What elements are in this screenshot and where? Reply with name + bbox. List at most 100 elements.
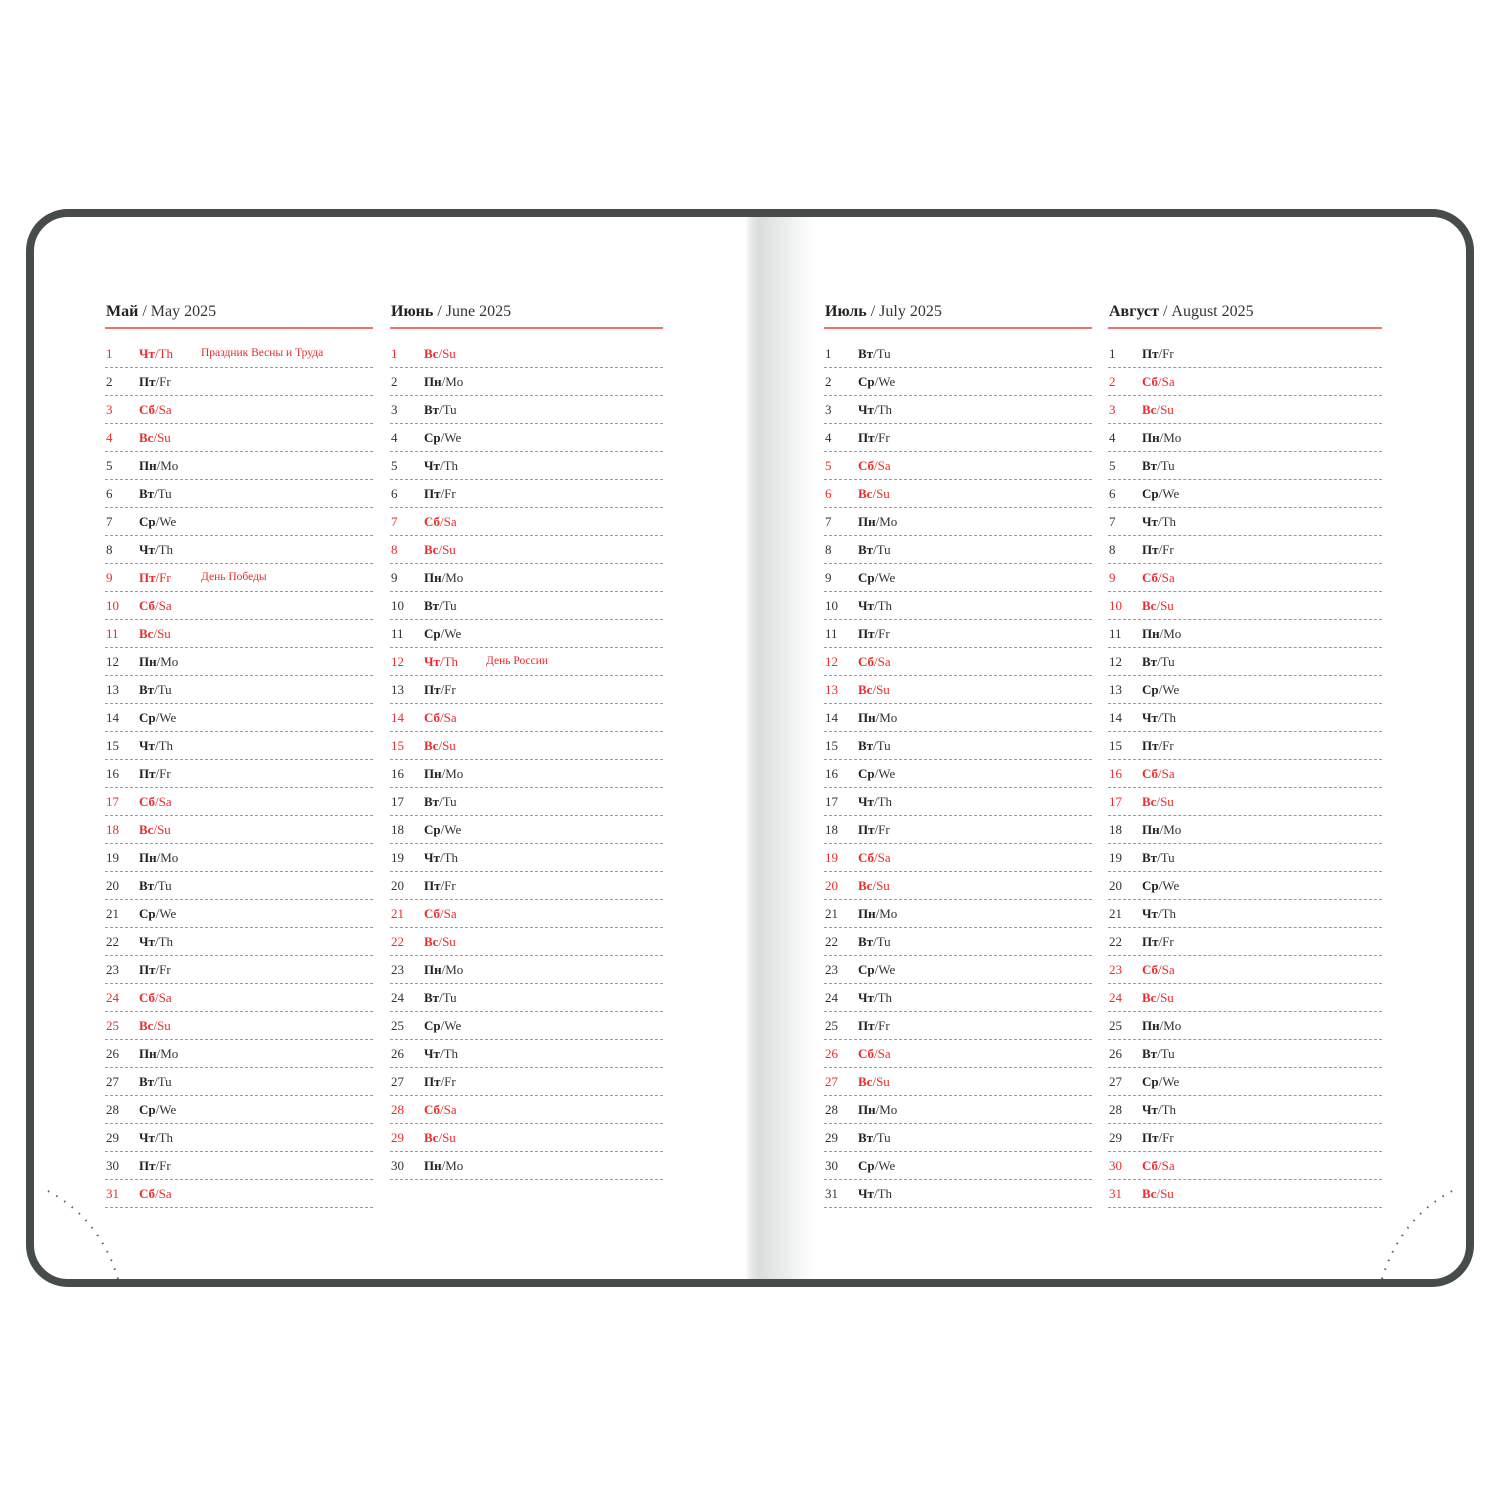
day-row[interactable]: 24 Сб/Sa: [105, 984, 373, 1012]
day-row[interactable]: 7 Пн/Mo: [824, 508, 1092, 536]
day-row[interactable]: 20 Вс/Su: [824, 872, 1092, 900]
day-row[interactable]: 28 Сб/Sa: [390, 1096, 663, 1124]
day-row[interactable]: 18 Вс/Su: [105, 816, 373, 844]
day-row[interactable]: 17 Сб/Sa: [105, 788, 373, 816]
day-row[interactable]: 2 Сб/Sa: [1108, 368, 1382, 396]
day-row[interactable]: 28 Ср/We: [105, 1096, 373, 1124]
day-row[interactable]: 26 Вт/Tu: [1108, 1040, 1382, 1068]
day-row[interactable]: 17 Чт/Th: [824, 788, 1092, 816]
day-row[interactable]: 4 Пт/Fr: [824, 424, 1092, 452]
day-row[interactable]: 30 Сб/Sa: [1108, 1152, 1382, 1180]
day-row[interactable]: 8 Чт/Th: [105, 536, 373, 564]
day-row[interactable]: 27 Вс/Su: [824, 1068, 1092, 1096]
day-row[interactable]: 23 Сб/Sa: [1108, 956, 1382, 984]
day-row[interactable]: 17 Вт/Tu: [390, 788, 663, 816]
day-row[interactable]: 28 Пн/Mo: [824, 1096, 1092, 1124]
day-row[interactable]: 9 Пн/Mo: [390, 564, 663, 592]
day-row[interactable]: 8 Вс/Su: [390, 536, 663, 564]
day-row[interactable]: 31 Чт/Th: [824, 1180, 1092, 1208]
day-row[interactable]: 7 Ср/We: [105, 508, 373, 536]
day-row[interactable]: 7 Сб/Sa: [390, 508, 663, 536]
day-row[interactable]: 6 Пт/Fr: [390, 480, 663, 508]
day-row[interactable]: 15 Пт/Fr: [1108, 732, 1382, 760]
day-row[interactable]: 2 Пт/Fr: [105, 368, 373, 396]
day-row[interactable]: 8 Пт/Fr: [1108, 536, 1382, 564]
day-row[interactable]: 18 Пн/Mo: [1108, 816, 1382, 844]
day-row[interactable]: 19 Вт/Tu: [1108, 844, 1382, 872]
day-row[interactable]: 14 Ср/We: [105, 704, 373, 732]
day-row[interactable]: 21 Чт/Th: [1108, 900, 1382, 928]
day-row[interactable]: 26 Чт/Th: [390, 1040, 663, 1068]
day-row[interactable]: 3 Сб/Sa: [105, 396, 373, 424]
day-row[interactable]: 9 Пт/Fr День Победы: [105, 564, 373, 592]
day-row[interactable]: 5 Чт/Th: [390, 452, 663, 480]
day-row[interactable]: 2 Ср/We: [824, 368, 1092, 396]
day-row[interactable]: 30 Ср/We: [824, 1152, 1092, 1180]
day-row[interactable]: 22 Вс/Su: [390, 928, 663, 956]
day-row[interactable]: 31 Вс/Su: [1108, 1180, 1382, 1208]
day-row[interactable]: 5 Пн/Mo: [105, 452, 373, 480]
day-row[interactable]: 15 Вс/Su: [390, 732, 663, 760]
day-row[interactable]: 10 Вт/Tu: [390, 592, 663, 620]
day-row[interactable]: 27 Ср/We: [1108, 1068, 1382, 1096]
day-row[interactable]: 27 Вт/Tu: [105, 1068, 373, 1096]
day-row[interactable]: 6 Вс/Su: [824, 480, 1092, 508]
day-row[interactable]: 2 Пн/Mo: [390, 368, 663, 396]
day-row[interactable]: 14 Чт/Th: [1108, 704, 1382, 732]
day-row[interactable]: 13 Вс/Su: [824, 676, 1092, 704]
day-row[interactable]: 31 Сб/Sa: [105, 1180, 373, 1208]
day-row[interactable]: 12 Сб/Sa: [824, 648, 1092, 676]
day-row[interactable]: 26 Сб/Sa: [824, 1040, 1092, 1068]
day-row[interactable]: 10 Сб/Sa: [105, 592, 373, 620]
day-row[interactable]: 19 Чт/Th: [390, 844, 663, 872]
day-row[interactable]: 10 Чт/Th: [824, 592, 1092, 620]
day-row[interactable]: 11 Вс/Su: [105, 620, 373, 648]
day-row[interactable]: 21 Пн/Mo: [824, 900, 1092, 928]
day-row[interactable]: 12 Пн/Mo: [105, 648, 373, 676]
day-row[interactable]: 19 Сб/Sa: [824, 844, 1092, 872]
day-row[interactable]: 23 Ср/We: [824, 956, 1092, 984]
day-row[interactable]: 3 Вс/Su: [1108, 396, 1382, 424]
day-row[interactable]: 15 Чт/Th: [105, 732, 373, 760]
day-row[interactable]: 20 Вт/Tu: [105, 872, 373, 900]
day-row[interactable]: 25 Вс/Su: [105, 1012, 373, 1040]
day-row[interactable]: 18 Пт/Fr: [824, 816, 1092, 844]
day-row[interactable]: 17 Вс/Su: [1108, 788, 1382, 816]
day-row[interactable]: 11 Пт/Fr: [824, 620, 1092, 648]
day-row[interactable]: 6 Ср/We: [1108, 480, 1382, 508]
day-row[interactable]: 7 Чт/Th: [1108, 508, 1382, 536]
day-row[interactable]: 21 Сб/Sa: [390, 900, 663, 928]
day-row[interactable]: 11 Ср/We: [390, 620, 663, 648]
day-row[interactable]: 11 Пн/Mo: [1108, 620, 1382, 648]
day-row[interactable]: 30 Пн/Mo: [390, 1152, 663, 1180]
day-row[interactable]: 24 Вт/Tu: [390, 984, 663, 1012]
day-row[interactable]: 1 Вс/Su: [390, 340, 663, 368]
day-row[interactable]: 27 Пт/Fr: [390, 1068, 663, 1096]
day-row[interactable]: 15 Вт/Tu: [824, 732, 1092, 760]
day-row[interactable]: 22 Пт/Fr: [1108, 928, 1382, 956]
day-row[interactable]: 19 Пн/Mo: [105, 844, 373, 872]
day-row[interactable]: 24 Вс/Su: [1108, 984, 1382, 1012]
day-row[interactable]: 24 Чт/Th: [824, 984, 1092, 1012]
day-row[interactable]: 16 Сб/Sa: [1108, 760, 1382, 788]
day-row[interactable]: 5 Вт/Tu: [1108, 452, 1382, 480]
day-row[interactable]: 21 Ср/We: [105, 900, 373, 928]
day-row[interactable]: 25 Ср/We: [390, 1012, 663, 1040]
day-row[interactable]: 23 Пт/Fr: [105, 956, 373, 984]
day-row[interactable]: 20 Пт/Fr: [390, 872, 663, 900]
day-row[interactable]: 22 Чт/Th: [105, 928, 373, 956]
day-row[interactable]: 30 Пт/Fr: [105, 1152, 373, 1180]
day-row[interactable]: 10 Вс/Su: [1108, 592, 1382, 620]
day-row[interactable]: 28 Чт/Th: [1108, 1096, 1382, 1124]
day-row[interactable]: 1 Вт/Tu: [824, 340, 1092, 368]
day-row[interactable]: 16 Пт/Fr: [105, 760, 373, 788]
day-row[interactable]: 18 Ср/We: [390, 816, 663, 844]
day-row[interactable]: 20 Ср/We: [1108, 872, 1382, 900]
day-row[interactable]: 12 Чт/Th День России: [390, 648, 663, 676]
day-row[interactable]: 16 Ср/We: [824, 760, 1092, 788]
day-row[interactable]: 1 Пт/Fr: [1108, 340, 1382, 368]
day-row[interactable]: 3 Вт/Tu: [390, 396, 663, 424]
day-row[interactable]: 22 Вт/Tu: [824, 928, 1092, 956]
day-row[interactable]: 29 Чт/Th: [105, 1124, 373, 1152]
day-row[interactable]: 25 Пн/Mo: [1108, 1012, 1382, 1040]
